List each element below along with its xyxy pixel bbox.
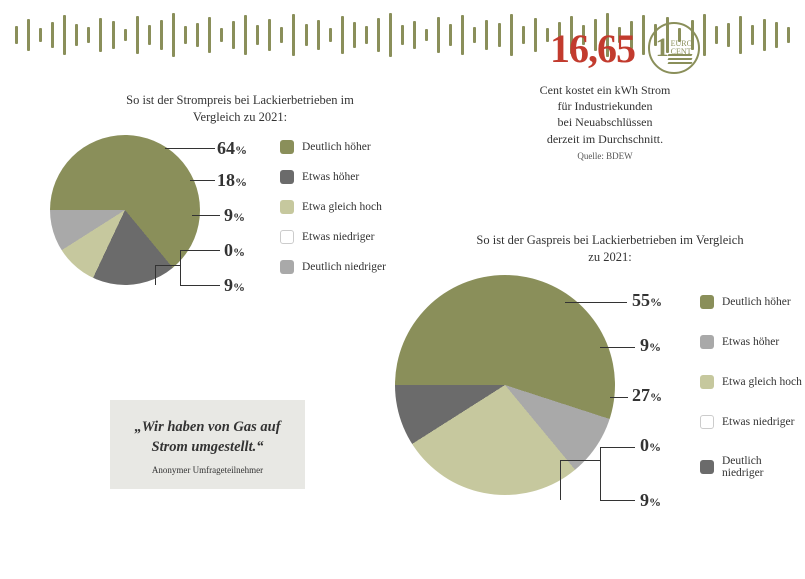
- callout-line: [600, 447, 635, 448]
- legend-item: Etwas höher: [700, 335, 805, 349]
- callout-line: [165, 148, 215, 149]
- legend-item: Deutlich niedriger: [700, 455, 805, 479]
- callout-line: [560, 460, 561, 500]
- quote-box: „Wir haben von Gas auf Strom umgestellt.…: [110, 400, 305, 489]
- chart1-pct-1: 18%: [217, 170, 247, 191]
- caption-line: für Industriekunden: [490, 98, 720, 114]
- chart1-pie: [50, 135, 200, 285]
- cent-badge-one: 1: [656, 33, 669, 63]
- chart2-pct-2: 27%: [632, 385, 662, 406]
- callout-line: [192, 215, 220, 216]
- legend-item: Deutlich höher: [700, 295, 805, 309]
- headline-caption: Cent kostet ein kWh Strom für Industriek…: [490, 82, 720, 162]
- chart2-pct-4: 9%: [640, 490, 661, 511]
- callout-line: [155, 265, 156, 285]
- headline-value: 16,65: [550, 25, 635, 72]
- chart2-pct-1: 9%: [640, 335, 661, 356]
- callout-line: [180, 250, 181, 285]
- legend-item: Etwas niedriger: [700, 415, 805, 429]
- caption-line: bei Neuabschlüssen: [490, 114, 720, 130]
- chart2-pct-0: 55%: [632, 290, 662, 311]
- caption-line: derzeit im Durchschnitt.: [490, 131, 720, 147]
- legend-item: Etwas höher: [280, 170, 386, 184]
- chart1-pct-3: 0%: [224, 240, 245, 261]
- legend-item: Deutlich niedriger: [280, 260, 386, 274]
- chart2-legend: Deutlich höher Etwas höher Etwa gleich hoc…: [700, 295, 805, 505]
- callout-line: [600, 347, 635, 348]
- callout-line: [565, 302, 627, 303]
- legend-item: Etwa gleich hoch: [700, 375, 805, 389]
- callout-line: [180, 285, 220, 286]
- callout-line: [155, 265, 180, 266]
- legend-item: Etwa gleich hoch: [280, 200, 386, 214]
- caption-line: Cent kostet ein kWh Strom: [490, 82, 720, 98]
- callout-line: [610, 397, 628, 398]
- chart1-pct-4: 9%: [224, 275, 245, 296]
- chart1-pct-2: 9%: [224, 205, 245, 226]
- quote-attribution: Anonymer Umfrageteilnehmer: [124, 465, 291, 475]
- chart2-pct-3: 0%: [640, 435, 661, 456]
- legend-item: Deutlich höher: [280, 140, 386, 154]
- chart1-title: So ist der Strompreis bei Lackierbetrieb…: [105, 92, 375, 126]
- legend-item: Etwas niedriger: [280, 230, 386, 244]
- cent-badge: 1 EURO CENT: [648, 22, 700, 74]
- caption-source: Quelle: BDEW: [490, 150, 720, 162]
- callout-line: [560, 460, 600, 461]
- callout-line: [190, 180, 215, 181]
- callout-line: [600, 500, 635, 501]
- callout-line: [180, 250, 220, 251]
- chart2-pie: [395, 275, 615, 495]
- callout-line: [600, 447, 601, 500]
- chart1-pct-0: 64%: [217, 138, 247, 159]
- chart2-title: So ist der Gaspreis bei Lackierbetrieben…: [475, 232, 745, 266]
- quote-text: „Wir haben von Gas auf Strom umgestellt.…: [124, 418, 291, 457]
- chart1-legend: Deutlich höher Etwas höher Etwa gleich hoc…: [280, 140, 386, 290]
